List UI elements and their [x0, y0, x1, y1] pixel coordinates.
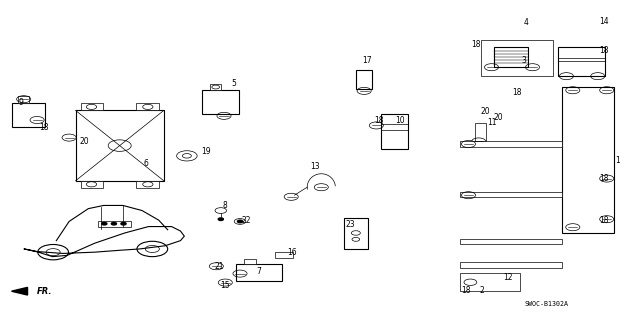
Text: FR.: FR. — [37, 287, 52, 296]
Text: 8: 8 — [223, 201, 228, 210]
Text: 15: 15 — [220, 281, 230, 290]
Bar — [344, 218, 368, 249]
Text: 5: 5 — [231, 79, 236, 88]
Bar — [494, 47, 528, 67]
Bar — [136, 181, 159, 188]
Text: 18: 18 — [599, 216, 608, 225]
Bar — [236, 264, 282, 281]
Text: 12: 12 — [503, 273, 512, 282]
Circle shape — [111, 222, 116, 225]
Bar — [81, 103, 103, 110]
Text: 17: 17 — [362, 56, 372, 65]
Text: 18: 18 — [599, 174, 608, 183]
Text: 10: 10 — [395, 116, 405, 124]
Text: 18: 18 — [461, 286, 470, 295]
Text: 20: 20 — [480, 107, 490, 116]
Bar — [202, 90, 239, 114]
Text: 18: 18 — [599, 46, 608, 55]
Text: 22: 22 — [241, 216, 250, 225]
Bar — [460, 239, 562, 244]
Bar — [81, 181, 103, 188]
Bar — [460, 141, 562, 147]
Text: 20: 20 — [79, 137, 90, 146]
Bar — [475, 123, 486, 141]
Text: SWOC-B1302A: SWOC-B1302A — [525, 301, 569, 307]
Text: 20: 20 — [493, 113, 503, 122]
Text: 2: 2 — [479, 286, 484, 295]
Text: 11: 11 — [487, 118, 496, 127]
Bar — [460, 273, 520, 291]
Text: 9: 9 — [19, 98, 24, 107]
Text: 13: 13 — [310, 162, 320, 171]
Circle shape — [121, 222, 126, 225]
Bar — [18, 96, 29, 103]
Text: 18: 18 — [513, 88, 522, 97]
Text: 6: 6 — [143, 159, 148, 168]
Bar — [244, 259, 256, 264]
Bar — [210, 84, 221, 90]
Text: 18: 18 — [374, 116, 383, 125]
Circle shape — [102, 222, 107, 225]
Text: 18: 18 — [39, 123, 48, 132]
Bar — [12, 103, 45, 127]
Bar — [562, 87, 614, 233]
Bar — [460, 262, 562, 268]
Bar — [558, 47, 605, 76]
Circle shape — [218, 218, 223, 220]
Bar — [381, 114, 408, 149]
Bar — [481, 40, 553, 76]
Text: 23: 23 — [345, 220, 355, 229]
Bar — [98, 221, 131, 227]
Bar — [275, 252, 293, 258]
Text: 4: 4 — [524, 18, 529, 27]
Circle shape — [237, 220, 243, 223]
Polygon shape — [12, 287, 28, 295]
Text: 16: 16 — [287, 248, 297, 257]
Text: 3: 3 — [521, 56, 526, 65]
Text: 19: 19 — [201, 147, 211, 156]
Text: 21: 21 — [214, 262, 223, 271]
Text: 14: 14 — [598, 17, 609, 26]
Bar — [356, 70, 372, 89]
Text: 7: 7 — [257, 267, 262, 276]
Text: 1: 1 — [615, 156, 620, 165]
Bar — [76, 110, 164, 181]
Text: 18: 18 — [471, 40, 480, 49]
Bar — [460, 192, 562, 197]
Bar — [136, 103, 159, 110]
